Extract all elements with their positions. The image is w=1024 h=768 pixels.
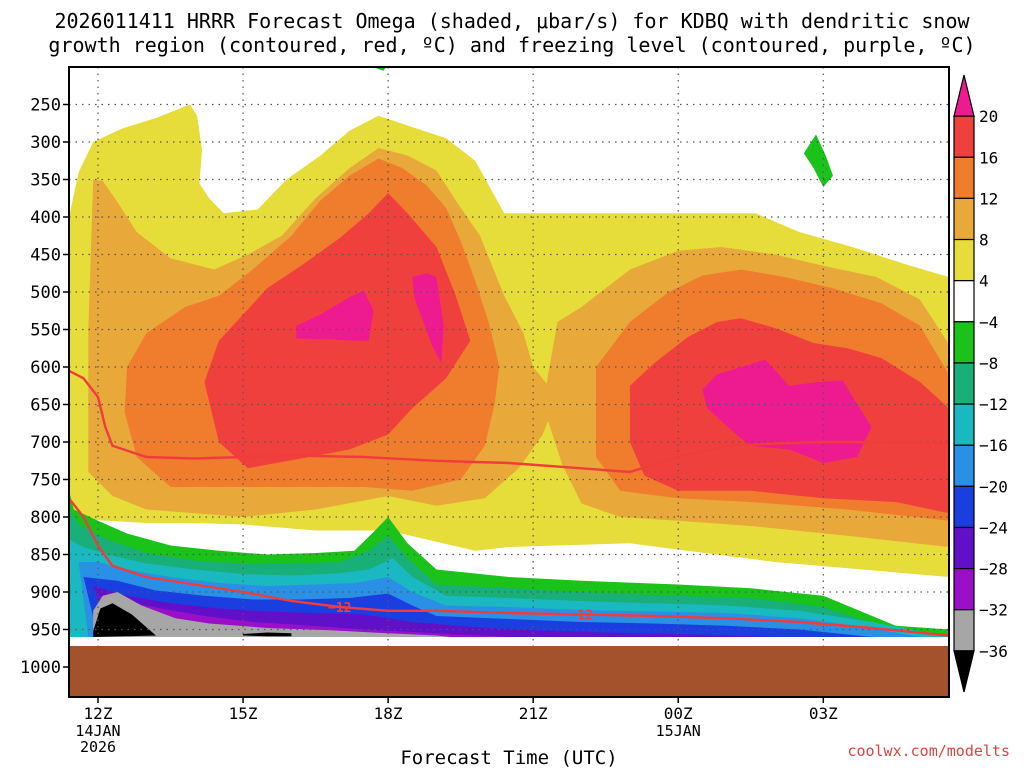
- y-tick-label-950: 950: [30, 621, 61, 641]
- colorbar-label: −4: [979, 313, 998, 332]
- colorbar-swatch-bottom-arrow: [953, 650, 975, 693]
- colorbar-label: −16: [979, 436, 1008, 455]
- dgz-contour-1: [69, 497, 949, 637]
- omega-region-magenta-right: [702, 359, 872, 463]
- colorbar-swatch: [953, 444, 975, 487]
- dgz-contour-label: −18: [231, 451, 255, 466]
- y-tick-label-850: 850: [30, 546, 61, 566]
- colorbar-label: 16: [979, 148, 998, 167]
- omega-region-magenta-middle: [412, 273, 444, 364]
- x-tick-label-18Z: 18Z: [374, 704, 403, 723]
- colorbar-label: −36: [979, 642, 1008, 661]
- colorbar-label: −12: [979, 395, 1008, 414]
- colorbar-label: −24: [979, 518, 1008, 537]
- plot-frame: [68, 66, 950, 698]
- x-tick-label-12Z: 12Z: [84, 704, 113, 723]
- y-tick-label-250: 250: [30, 96, 61, 116]
- colorbar-swatch: [953, 115, 975, 158]
- y-tick-label-1000: 1000: [20, 658, 61, 678]
- x-tick-sublabel: 14JAN: [75, 722, 120, 740]
- dgz-contour-layer: −18 −12 −12: [69, 369, 949, 637]
- y-tick-label-550: 550: [30, 321, 61, 341]
- omega-region-black-low: [93, 603, 156, 637]
- dgz-contour-label: −12: [570, 609, 593, 624]
- colorbar-swatch: [953, 485, 975, 529]
- x-tick-label-21Z: 21Z: [519, 704, 548, 723]
- ground-strip: [69, 646, 949, 697]
- y-tick-label-300: 300: [30, 133, 61, 153]
- omega-region-gray-low: [93, 592, 451, 637]
- y-tick-label-700: 700: [30, 433, 61, 453]
- colorbar-swatch-top-arrow: [953, 74, 975, 117]
- colorbar-swatch: [953, 321, 975, 364]
- dgz-contour-0: [69, 369, 949, 474]
- colorbar-swatch: [953, 403, 975, 446]
- dgz-contour-label: −12: [328, 601, 351, 616]
- y-tick-label-350: 350: [30, 171, 61, 191]
- colorbar-label: −8: [979, 354, 998, 373]
- y-tick-label-800: 800: [30, 508, 61, 528]
- colorbar-label: 4: [979, 272, 989, 291]
- credit-text: coolwx.com/modelts: [847, 742, 1010, 760]
- colorbar-label: 20: [979, 107, 998, 126]
- y-tick-label-900: 900: [30, 583, 61, 603]
- colorbar-swatch: [953, 280, 975, 323]
- colorbar-label: −32: [979, 601, 1008, 620]
- colorbar-swatch: [953, 362, 975, 405]
- y-tick-label-450: 450: [30, 246, 61, 266]
- x-tick-label-03Z: 03Z: [809, 704, 838, 723]
- ground-layer: [69, 646, 949, 697]
- colorbar: 20 16 12 8 4 −4 −8 −12 −16 −20 −24 −28 −32 −36: [953, 74, 1008, 693]
- colorbar-label: −20: [979, 477, 1008, 496]
- colorbar-swatch: [953, 526, 975, 570]
- y-tick-label-500: 500: [30, 283, 61, 303]
- omega-shading-layer: [69, 67, 949, 637]
- x-tick-sublabel: 15JAN: [656, 722, 701, 740]
- omega-region-green-right: [803, 134, 833, 187]
- grid-layer: [69, 67, 949, 646]
- colorbar-swatch: [953, 238, 975, 282]
- y-tick-label-750: 750: [30, 471, 61, 491]
- colorbar-label: 12: [979, 189, 998, 208]
- y-tick-label-650: 650: [30, 396, 61, 416]
- y-tick-label-600: 600: [30, 358, 61, 378]
- omega-region-magenta-left: [296, 290, 374, 341]
- x-tick-label-15Z: 15Z: [229, 704, 258, 723]
- plot-border: [68, 66, 950, 698]
- x-axis-label: Forecast Time (UTC): [400, 747, 617, 768]
- colorbar-label: 8: [979, 231, 989, 250]
- colorbar-swatch: [953, 609, 975, 652]
- colorbar-swatch: [953, 156, 975, 199]
- axes-layer: 250 300 350 400 450 500 550 600 650 700 750 800 850 9…: [20, 96, 838, 768]
- x-tick-sublabel: 2026: [80, 738, 116, 756]
- chart-title-line-2: growth region (contoured, red, ºC) and f…: [48, 33, 976, 57]
- colorbar-swatch: [953, 197, 975, 241]
- omega-region-black-low-2: [243, 632, 292, 637]
- x-tick-label-00Z: 00Z: [664, 704, 693, 723]
- colorbar-swatch: [953, 567, 975, 611]
- colorbar-label: −28: [979, 560, 1008, 579]
- chart-title-line-1: 2026011411 HRRR Forecast Omega (shaded, …: [54, 9, 970, 33]
- y-tick-label-400: 400: [30, 208, 61, 228]
